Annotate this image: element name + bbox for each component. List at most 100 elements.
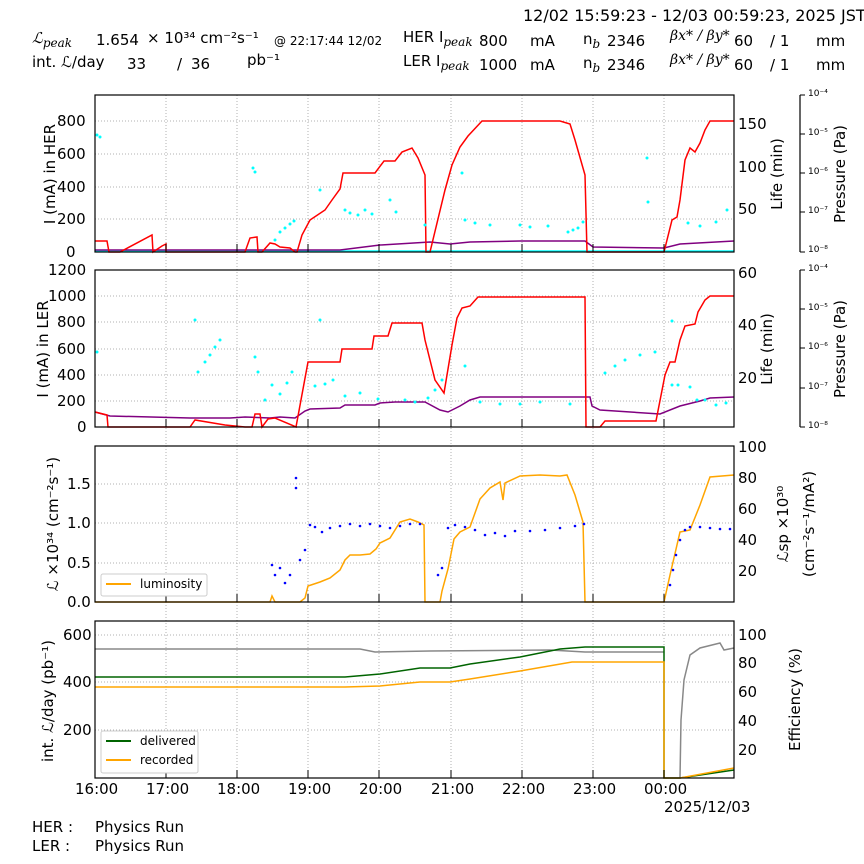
ler-status-label: LER :: [32, 837, 71, 855]
ler-nb-label: nb: [583, 54, 601, 75]
ler-ytick: 1200: [48, 261, 87, 279]
legend-luminosity: luminosity: [140, 577, 203, 591]
ler-p-tick: 10⁻⁴: [808, 264, 828, 274]
intl-y2tick: 20: [738, 741, 758, 759]
ler-ytick: 200: [57, 392, 86, 410]
ler-p-tick: 10⁻⁵: [808, 303, 828, 313]
xtick: 20:00: [359, 780, 403, 798]
her-p-tick: 10⁻⁷: [808, 206, 828, 216]
xtick: 00:00: [644, 780, 688, 798]
her-status: Physics Run: [95, 818, 185, 836]
intl-recorded: 33: [127, 55, 147, 73]
xtick: 16:00: [75, 780, 119, 798]
intl-label: int. ℒ/day: [32, 53, 105, 71]
ler-ytick: 800: [57, 313, 86, 331]
lumi-ytick: 0.5: [67, 554, 91, 572]
intl-ytick: 200: [63, 721, 92, 739]
lumi-ylabel: ℒ ×10³⁴ (cm⁻²s⁻¹): [44, 456, 62, 592]
xtick: 17:00: [146, 780, 190, 798]
ler-ylabel3: Pressure (Pa): [831, 299, 849, 399]
lpeak-label: ℒpeak: [32, 29, 73, 50]
ler-status: Physics Run: [95, 837, 185, 855]
lumi-y2tick: 40: [738, 531, 758, 549]
lpeak-value: 1.654: [96, 31, 139, 49]
her-ipeak-label: HER Ipeak: [403, 28, 473, 49]
her-ytick: 600: [57, 145, 86, 163]
lumi-ylabel2a: ℒsp ×10³⁰: [774, 485, 792, 563]
her-beta-label: βx* / βy*: [670, 28, 730, 44]
ler-ytick: 0: [77, 418, 87, 436]
intl-sep: /: [177, 55, 183, 73]
ler-ylabel: I (mA) in LER: [34, 300, 52, 398]
her-ylabel2: Life (min): [768, 138, 786, 210]
her-ylabel: I (mA) in HER: [41, 123, 59, 225]
her-ytick: 200: [57, 210, 86, 228]
lumi-ytick: 0.0: [67, 593, 91, 611]
ler-ytick: 600: [57, 340, 86, 358]
her-ytick: 800: [57, 112, 86, 130]
ler-y2tick: 20: [738, 369, 758, 387]
lumi-ytick: 1.0: [67, 514, 91, 532]
lumi-ytick: 1.5: [67, 475, 91, 493]
lumi-ylabel2b: (cm⁻²s⁻¹/mA²): [800, 470, 818, 578]
ler-beta-label: βx* / βy*: [670, 52, 730, 68]
intl-ytick: 600: [63, 626, 92, 644]
lumi-legend-box: [100, 573, 208, 597]
lumi-y2tick: 80: [738, 469, 758, 487]
ler-ipeak-value: 1000: [479, 56, 518, 74]
intl-ylabel: int. ℒ/day (pb⁻¹): [39, 640, 57, 762]
ler-beta-unit: mm: [816, 56, 846, 74]
time-range: 12/02 15:59:23 - 12/03 00:59:23, 2025 JS…: [523, 6, 864, 25]
xtick: 19:00: [288, 780, 332, 798]
lumi-panel-data: [95, 474, 735, 603]
her-p-tick: 10⁻⁶: [808, 167, 828, 177]
legend-delivered: delivered: [140, 734, 196, 748]
ler-p-tick: 10⁻⁷: [808, 382, 828, 392]
ler-beta-x: 60: [734, 56, 754, 74]
x-date-label: 2025/12/03: [664, 798, 751, 816]
xtick: 21:00: [431, 780, 475, 798]
xtick: 23:00: [573, 780, 617, 798]
xtick: 18:00: [217, 780, 261, 798]
lpeak-unit: × 10³⁴ cm⁻²s⁻¹: [147, 29, 259, 47]
ler-ipeak-unit: mA: [530, 56, 555, 74]
her-ipeak-value: 800: [479, 32, 508, 50]
her-beta-x: 60: [734, 32, 754, 50]
intl-y2tick: 80: [738, 654, 758, 672]
ler-panel-data: [94, 295, 735, 429]
lumi-y2tick: 60: [738, 500, 758, 518]
her-y2tick: 150: [738, 115, 767, 133]
ler-ytick: 1000: [48, 287, 87, 305]
her-nb-label: nb: [583, 30, 601, 51]
her-p-tick: 10⁻⁵: [808, 128, 828, 138]
intl-ylabel2: Efficiency (%): [786, 648, 804, 751]
lumi-y2tick: 100: [738, 438, 767, 456]
her-nb-value: 2346: [607, 32, 646, 50]
lpeak-time: @ 22:17:44 12/02: [274, 34, 383, 48]
intl-legend-box: [100, 730, 199, 774]
axes-frames: [94, 94, 801, 779]
lumi-y2tick: 20: [738, 562, 758, 580]
intl-unit: pb⁻¹: [247, 51, 280, 69]
her-ytick: 400: [57, 178, 86, 196]
intl-delivered: 36: [191, 55, 211, 73]
ler-ylabel2: Life (min): [758, 313, 776, 385]
legend-recorded: recorded: [140, 753, 194, 767]
her-y2tick: 100: [738, 158, 767, 176]
her-ipeak-unit: mA: [530, 32, 555, 50]
ler-ipeak-label: LER Ipeak: [403, 52, 470, 73]
her-beta-y: / 1: [770, 32, 790, 50]
grid-lines: [95, 95, 734, 778]
her-ylabel3: Pressure (Pa): [831, 124, 849, 224]
her-ytick: 0: [66, 243, 76, 261]
intl-y2tick: 100: [738, 626, 767, 644]
her-beta-unit: mm: [816, 32, 846, 50]
her-p-tick: 10⁻⁸: [808, 245, 828, 255]
ler-p-tick: 10⁻⁸: [808, 421, 828, 431]
her-status-label: HER :: [32, 818, 74, 836]
her-y2tick: 50: [738, 200, 758, 218]
ler-nb-value: 2346: [607, 56, 646, 74]
intl-y2tick: 40: [738, 712, 758, 730]
ler-ytick: 400: [57, 366, 86, 384]
